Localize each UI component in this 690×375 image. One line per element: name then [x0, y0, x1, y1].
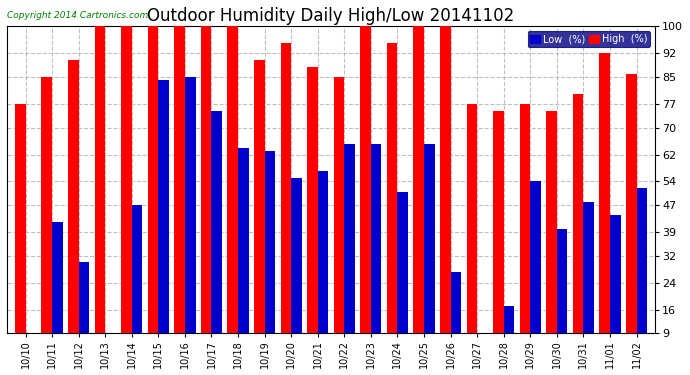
Bar	[121, 27, 132, 363]
Bar	[466, 104, 477, 363]
Title: Outdoor Humidity Daily High/Low 20141102: Outdoor Humidity Daily High/Low 20141102	[148, 7, 515, 25]
Bar	[520, 104, 530, 363]
Bar	[307, 67, 318, 363]
Bar	[413, 27, 424, 363]
Bar	[132, 205, 142, 363]
Bar	[546, 111, 557, 363]
Bar	[26, 333, 36, 363]
Text: Copyright 2014 Cartronics.com: Copyright 2014 Cartronics.com	[7, 11, 148, 20]
Bar	[557, 229, 567, 363]
Bar	[68, 60, 79, 363]
Bar	[148, 27, 159, 363]
Bar	[600, 54, 610, 363]
Bar	[610, 215, 620, 363]
Bar	[440, 27, 451, 363]
Bar	[228, 27, 238, 363]
Bar	[626, 74, 636, 363]
Bar	[477, 333, 488, 363]
Bar	[201, 27, 212, 363]
Bar	[175, 27, 185, 363]
Bar	[79, 262, 89, 363]
Bar	[583, 202, 594, 363]
Bar	[344, 144, 355, 363]
Bar	[254, 60, 265, 363]
Bar	[318, 171, 328, 363]
Bar	[185, 77, 195, 363]
Bar	[371, 144, 382, 363]
Bar	[212, 111, 222, 363]
Bar	[397, 192, 408, 363]
Bar	[52, 222, 63, 363]
Bar	[424, 144, 435, 363]
Bar	[387, 44, 397, 363]
Bar	[159, 80, 169, 363]
Bar	[360, 27, 371, 363]
Bar	[15, 104, 26, 363]
Bar	[493, 111, 504, 363]
Legend: Low  (%), High  (%): Low (%), High (%)	[527, 32, 650, 47]
Bar	[106, 333, 116, 363]
Bar	[636, 188, 647, 363]
Bar	[95, 27, 106, 363]
Bar	[291, 178, 302, 363]
Bar	[504, 306, 514, 363]
Bar	[573, 94, 583, 363]
Bar	[265, 151, 275, 363]
Bar	[451, 273, 461, 363]
Bar	[334, 77, 344, 363]
Bar	[281, 44, 291, 363]
Bar	[238, 148, 248, 363]
Bar	[530, 182, 541, 363]
Bar	[41, 77, 52, 363]
